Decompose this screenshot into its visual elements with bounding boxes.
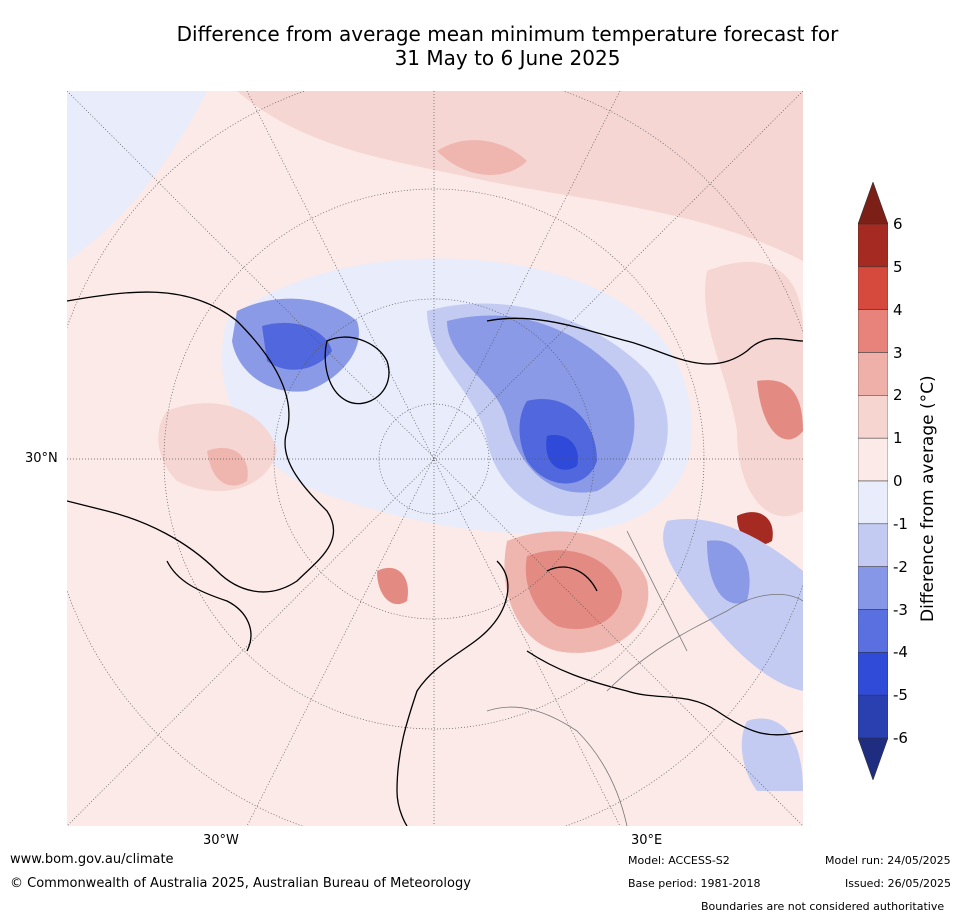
colorbar-segment — [857, 395, 889, 439]
colorbar-tick-label: -4 — [893, 643, 908, 662]
region-siberia-cool-4 — [546, 435, 578, 470]
region-atlantic-warm — [377, 567, 408, 605]
colorbar-tick-label: 5 — [893, 257, 903, 276]
title-line-1: Difference from average mean minimum tem… — [176, 22, 839, 46]
graticule — [67, 91, 803, 826]
region-east-asia-warm — [704, 261, 803, 517]
lon-label-30e: 30°E — [631, 833, 663, 848]
colorbar-segment — [857, 523, 889, 567]
colorbar-tick-label: 3 — [893, 343, 903, 362]
coastlines — [67, 291, 803, 826]
footer-disclaimer: Boundaries are not considered authoritat… — [701, 900, 945, 913]
colorbar-tick-label: -3 — [893, 600, 908, 619]
borders — [486, 530, 803, 826]
footer-base-period: Base period: 1981-2018 — [628, 877, 761, 890]
colorbar-segment — [857, 566, 889, 610]
region-east-asia-warm-2 — [757, 380, 803, 440]
colorbar-segment — [857, 694, 889, 739]
title-line-2: 31 May to 6 June 2025 — [394, 46, 621, 70]
footer-issued: Issued: 26/05/2025 — [845, 877, 952, 890]
region-canada-warm-2 — [207, 447, 248, 486]
footer-url: www.bom.gov.au/climate — [10, 852, 174, 867]
colorbar-segment — [857, 266, 889, 310]
region-china-cool — [663, 519, 803, 691]
map-svg — [67, 91, 803, 826]
colorbar — [857, 181, 889, 781]
region-warm-patch-1 — [437, 140, 527, 175]
colorbar-segment — [857, 352, 889, 396]
colorbar-segment — [857, 480, 889, 525]
region-pacific-cool — [67, 91, 207, 261]
colorbar-tick-label: 1 — [893, 429, 903, 448]
map-title: Difference from average mean minimum tem… — [0, 22, 965, 70]
region-south-cool — [741, 718, 803, 791]
colorbar-label-wrap: Difference from average (°C) — [918, 375, 938, 892]
colorbar-segment — [857, 437, 889, 482]
forecast-map — [67, 91, 803, 826]
colorbar-tick-label: 2 — [893, 386, 903, 405]
region-north-warm — [237, 91, 803, 261]
colorbar-tick-label: 4 — [893, 300, 903, 319]
region-china-cool-2 — [707, 540, 750, 604]
footer-copyright: © Commonwealth of Australia 2025, Austra… — [10, 876, 471, 891]
colorbar-segment — [857, 223, 889, 268]
lat-label-30n: 30°N — [25, 451, 58, 466]
colorbar-label: Difference from average (°C) — [918, 375, 938, 622]
footer-model: Model: ACCESS-S2 — [628, 854, 730, 867]
lon-label-30w: 30°W — [203, 833, 239, 848]
colorbar-segment — [857, 609, 889, 653]
colorbar-tick-label: -6 — [893, 729, 908, 747]
colorbar-tick-label: -1 — [893, 514, 908, 533]
footer-model-run: Model run: 24/05/2025 — [825, 854, 951, 867]
colorbar-segment — [857, 309, 889, 353]
region-greenland-cool-2 — [262, 322, 332, 370]
colorbar-tick-label: 0 — [893, 472, 903, 490]
colorbar-svg — [857, 181, 889, 781]
colorbar-under-arrow — [857, 737, 889, 781]
colorbar-over-arrow — [857, 181, 889, 225]
colorbar-segment — [857, 652, 889, 696]
colorbar-tick-label: -5 — [893, 686, 908, 705]
colorbar-tick-label: -2 — [893, 557, 908, 576]
colorbar-tick-label: 6 — [893, 215, 903, 233]
